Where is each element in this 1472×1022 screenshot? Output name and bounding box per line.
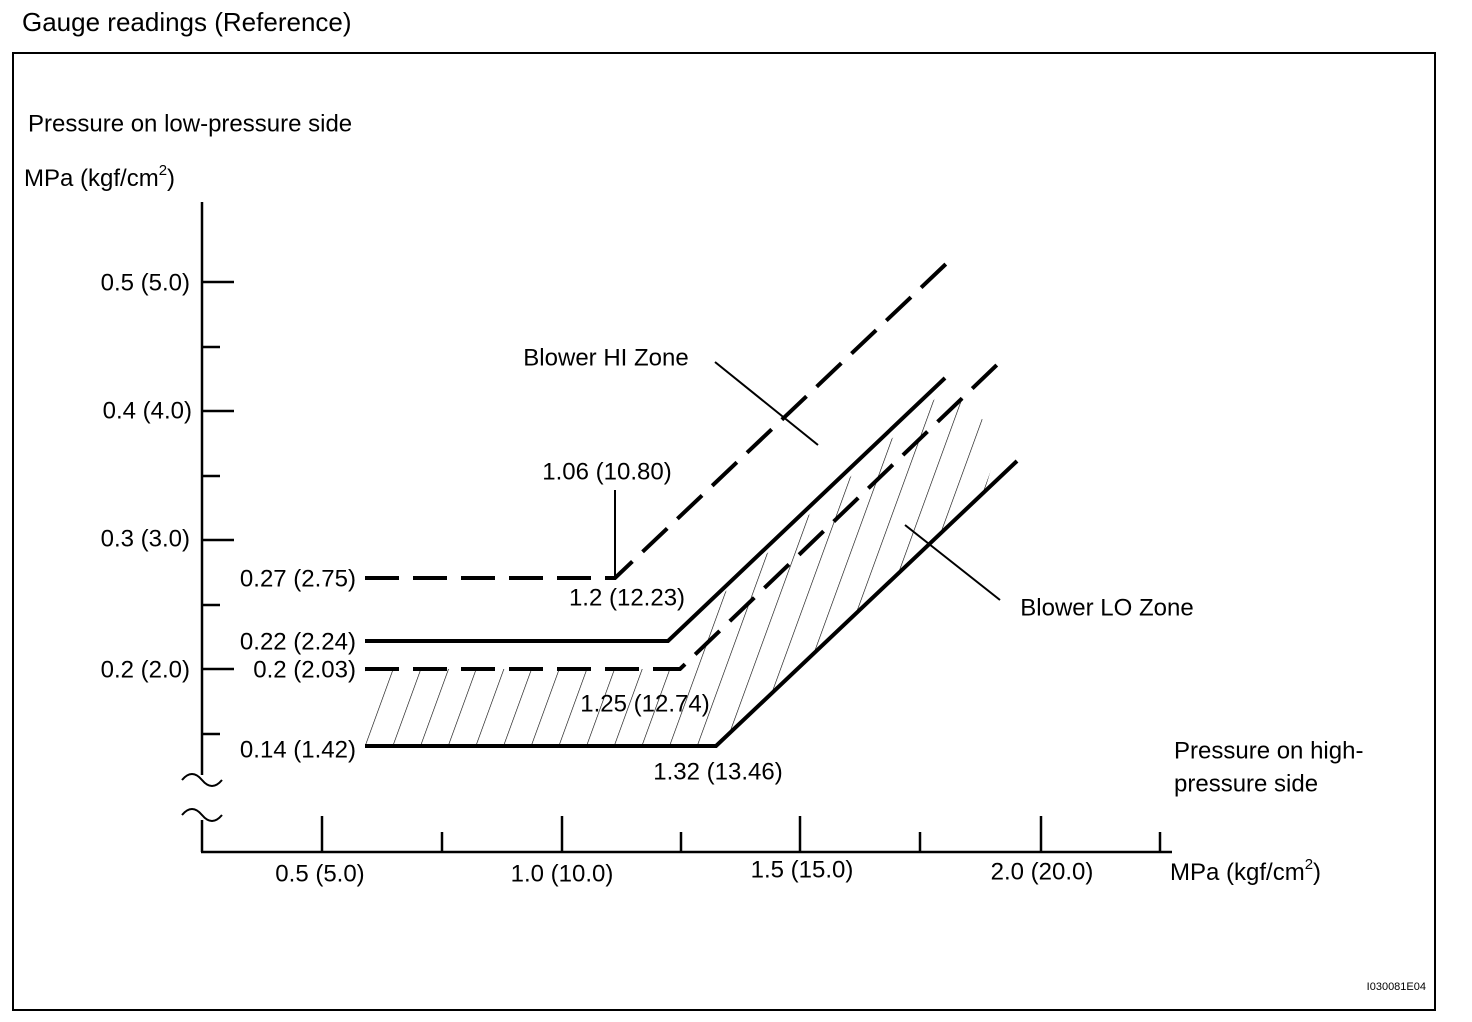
x-axis-title: Pressure on high- — [1174, 737, 1363, 764]
y-axis-unit: MPa (kgf/cm2) — [24, 162, 175, 192]
lo-upper-line — [365, 376, 947, 643]
y-tick-label: 0.3 (3.0) — [101, 525, 190, 552]
lo-zone-hatch — [365, 385, 1000, 746]
zone-label: Blower HI Zone — [523, 344, 688, 371]
x-tick-label: 1.0 (10.0) — [511, 860, 614, 887]
axes — [181, 202, 1172, 854]
annotation: 1.2 (12.23) — [569, 584, 685, 611]
x-tick-label: 1.5 (15.0) — [751, 856, 854, 883]
y-tick-label: 0.4 (4.0) — [103, 397, 192, 424]
zone-label: Blower LO Zone — [1020, 594, 1193, 621]
frame — [12, 52, 1436, 1011]
annotation: 0.27 (2.75) — [240, 565, 356, 592]
y-tick-label: 0.2 (2.0) — [101, 656, 190, 683]
annotation: 0.14 (1.42) — [240, 736, 356, 763]
title: Gauge readings (Reference) — [22, 7, 352, 37]
annotation: 1.25 (12.74) — [580, 690, 709, 717]
lo-lower-line — [365, 459, 1019, 748]
annotation: 1.32 (13.46) — [653, 758, 782, 785]
leaders — [614, 361, 1001, 601]
figure-code: I030081E04 — [1367, 981, 1426, 993]
lo-mid-line — [365, 358, 1004, 671]
annotation: 0.22 (2.24) — [240, 628, 356, 655]
x-axis-title: pressure side — [1174, 770, 1318, 797]
annotation: 1.06 (10.80) — [542, 458, 671, 485]
x-tick-label: 2.0 (20.0) — [991, 858, 1094, 885]
x-axis-unit: MPa (kgf/cm2) — [1170, 856, 1321, 886]
y-axis-title: Pressure on low-pressure side — [28, 110, 352, 137]
x-tick-label: 0.5 (5.0) — [275, 860, 364, 887]
y-tick-label: 0.5 (5.0) — [101, 269, 190, 296]
annotation: 0.2 (2.03) — [253, 656, 356, 683]
